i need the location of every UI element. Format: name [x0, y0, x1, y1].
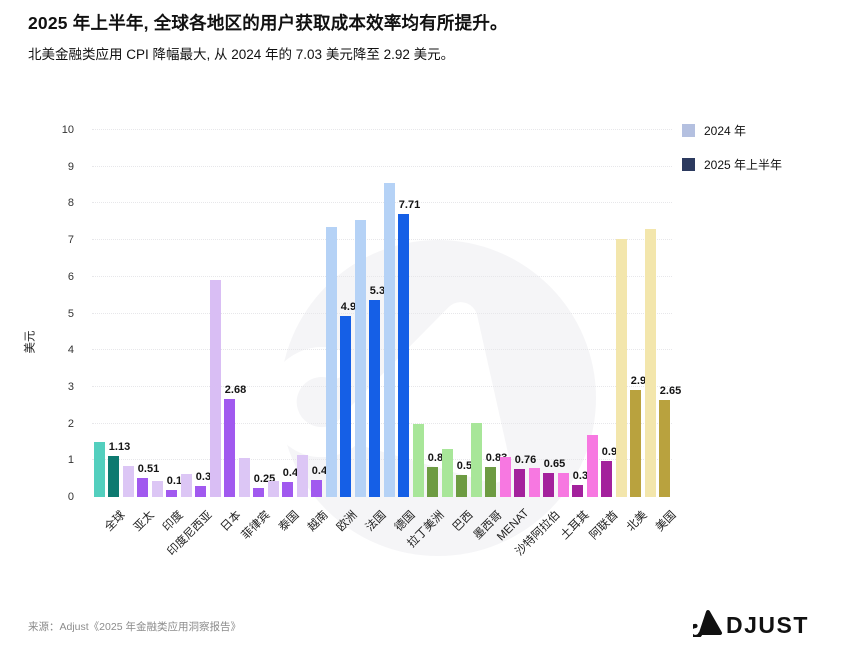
bar-2024	[500, 457, 511, 497]
bar-2025	[340, 316, 351, 497]
value-label: 0.76	[514, 454, 537, 467]
bar-2024	[326, 227, 337, 497]
x-tick-label: 泰国	[276, 509, 302, 534]
bar-2025	[659, 399, 670, 497]
y-tick-label: 9	[67, 160, 74, 173]
adjust-logo: DJUST	[687, 609, 811, 642]
bar-2024	[94, 441, 105, 497]
gridline	[92, 312, 672, 314]
y-tick-label: 6	[67, 270, 74, 283]
bar-2025	[572, 485, 583, 497]
report-footer: 来源：Adjust《2025 年金融类应用洞察报告》 DJUST	[0, 600, 843, 654]
y-tick-label: 1	[67, 454, 74, 467]
y-tick-label: 2	[67, 417, 74, 430]
bar-2024	[123, 465, 134, 497]
gridline	[92, 239, 672, 241]
legend-swatch	[682, 158, 695, 171]
bar-2025	[311, 480, 322, 497]
bar-2025	[282, 481, 293, 497]
bar-2024	[645, 229, 656, 497]
y-tick-label: 7	[67, 234, 74, 247]
bar-2024	[587, 434, 598, 497]
value-label: 2.65	[659, 384, 682, 397]
bar-2024	[268, 480, 279, 497]
x-tick-label: 北美	[624, 509, 650, 534]
report-header: 2025 年上半年, 全球各地区的用户获取成本效率均有所提升。 北美金融类应用 …	[28, 12, 815, 65]
x-tick-label: 欧洲	[334, 509, 360, 534]
y-tick-label: 4	[67, 344, 74, 357]
bar-2025	[137, 478, 148, 497]
bar-2025	[398, 214, 409, 497]
bar-2024	[152, 481, 163, 497]
value-label: 7.71	[398, 199, 421, 212]
bar-2025	[224, 398, 235, 497]
x-tick-label: 法国	[363, 509, 389, 534]
bar-2025	[601, 460, 612, 497]
bar-2024	[181, 474, 192, 497]
gridline	[92, 385, 672, 387]
gridline	[92, 165, 672, 167]
gridline	[92, 422, 672, 424]
bar-2025	[195, 485, 206, 497]
legend-item: 2024 年	[682, 122, 782, 139]
x-tick-label: 越南	[305, 509, 331, 534]
bar-2025	[543, 473, 554, 497]
x-tick-label: 菲律宾	[239, 509, 273, 543]
bar-2024	[529, 468, 540, 497]
bar-2024	[442, 449, 453, 497]
legend-swatch	[682, 124, 695, 137]
bar-2025	[485, 466, 496, 497]
x-tick-label: 土耳其	[558, 509, 592, 543]
value-label: 2.68	[224, 383, 247, 396]
gridline	[92, 349, 672, 351]
legend-label: 2024 年	[704, 124, 747, 138]
gridline	[92, 129, 672, 130]
x-tick-label: 阿联酋	[587, 509, 621, 543]
bar-2025	[456, 475, 467, 497]
x-tick-label: 亚太	[131, 509, 157, 534]
value-label: 1.13	[108, 440, 131, 453]
cpi-bar-chart: 美元 0 1 2 3 4 5 6 7 8 9 10 1.13 全球 0.51 亚太 0.18 印度 0.31 印度尼…	[0, 90, 843, 590]
bar-2024	[210, 280, 221, 497]
bar-2024	[297, 454, 308, 497]
y-tick-label: 0	[67, 491, 74, 503]
x-tick-label: 全球	[102, 509, 128, 534]
gridline	[92, 202, 672, 204]
bar-2025	[108, 455, 119, 497]
bar-2025	[630, 389, 641, 497]
plot-area: 0 1 2 3 4 5 6 7 8 9 10 1.13 全球 0.51 亚太 0.18 印度 0.31 印度尼西亚 2…	[62, 124, 681, 558]
legend-label: 2025 年上半年	[704, 158, 783, 172]
bar-2024	[413, 423, 424, 497]
adjust-a-icon	[687, 610, 722, 640]
gridline	[92, 459, 672, 461]
bar-2024	[616, 239, 627, 497]
bar-2025	[166, 490, 177, 497]
y-tick-label: 10	[61, 124, 74, 136]
bar-2025	[253, 487, 264, 497]
y-axis-label: 美元	[24, 330, 37, 354]
legend-item: 2025 年上半年	[682, 156, 782, 173]
x-tick-label: 美国	[653, 509, 679, 534]
bar-2024	[471, 422, 482, 497]
bar-2024	[558, 473, 569, 497]
page-title: 2025 年上半年, 全球各地区的用户获取成本效率均有所提升。	[28, 13, 508, 33]
bar-2025	[427, 466, 438, 497]
bar-2024	[384, 183, 395, 497]
page-subtitle: 北美金融类应用 CPI 降幅最大, 从 2024 年的 7.03 美元降至 2.…	[28, 46, 455, 62]
source-note: 来源：Adjust《2025 年金融类应用洞察报告》	[28, 621, 241, 633]
bar-2025	[369, 299, 380, 497]
gridline	[92, 275, 672, 277]
chart-legend: 2024 年 2025 年上半年	[682, 122, 782, 190]
bar-2024	[239, 458, 250, 497]
y-tick-label: 5	[67, 307, 74, 320]
y-tick-label: 3	[67, 380, 74, 393]
value-label: 0.65	[543, 458, 566, 471]
y-tick-label: 8	[67, 197, 74, 210]
svg-text:DJUST: DJUST	[726, 612, 809, 637]
value-label: 0.51	[137, 463, 160, 476]
bar-2024	[355, 219, 366, 497]
bar-2025	[514, 469, 525, 497]
